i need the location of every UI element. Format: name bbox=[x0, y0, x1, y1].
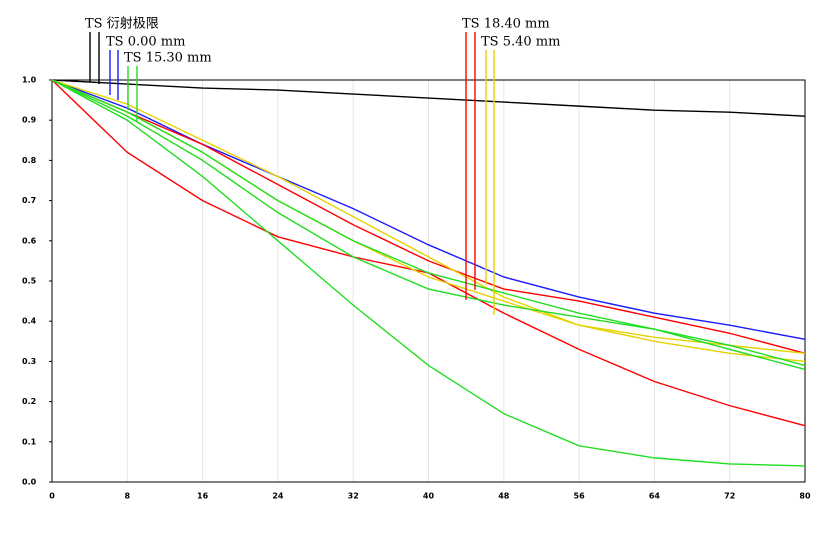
y-tick-label: 0.9 bbox=[22, 116, 37, 125]
y-tick-label: 0.0 bbox=[22, 478, 37, 487]
x-tick-label: 8 bbox=[125, 492, 131, 501]
legend-label: TS 18.40 mm bbox=[462, 17, 550, 32]
x-tick-label: 16 bbox=[197, 492, 209, 501]
x-tick-label: 64 bbox=[649, 492, 661, 501]
x-tick-label: 72 bbox=[724, 492, 735, 501]
x-tick-label: 48 bbox=[498, 492, 510, 501]
y-tick-label: 0.3 bbox=[22, 357, 36, 366]
y-tick-label: 0.6 bbox=[22, 236, 37, 245]
y-tick-label: 0.1 bbox=[22, 437, 37, 446]
y-tick-label: 0.4 bbox=[22, 317, 37, 326]
y-tick-label: 0.8 bbox=[22, 156, 37, 165]
x-tick-label: 32 bbox=[348, 492, 359, 501]
legend-label: TS 15.30 mm bbox=[124, 51, 212, 66]
mtf-line bbox=[51, 79, 806, 367]
mtf-line bbox=[51, 79, 806, 340]
mtf-line bbox=[51, 79, 806, 363]
mtf-line bbox=[51, 79, 806, 117]
legend-label: TS 衍射极限 bbox=[85, 16, 159, 32]
y-tick-label: 0.7 bbox=[22, 196, 36, 205]
mtf-line bbox=[51, 79, 806, 355]
y-tick-label: 1.0 bbox=[22, 76, 37, 85]
mtf-line bbox=[51, 79, 806, 467]
y-tick-label: 0.5 bbox=[22, 277, 37, 286]
y-tick-label: 0.2 bbox=[22, 397, 36, 406]
x-tick-label: 24 bbox=[272, 492, 284, 501]
x-tick-label: 80 bbox=[799, 492, 811, 501]
x-tick-label: 56 bbox=[574, 492, 586, 501]
legend-label: TS 5.40 mm bbox=[481, 35, 560, 50]
legend-label: TS 0.00 mm bbox=[106, 35, 185, 50]
mtf-line bbox=[51, 79, 806, 371]
x-tick-label: 40 bbox=[423, 492, 435, 501]
plot-frame bbox=[51, 79, 806, 483]
x-tick-label: 0 bbox=[49, 492, 55, 501]
